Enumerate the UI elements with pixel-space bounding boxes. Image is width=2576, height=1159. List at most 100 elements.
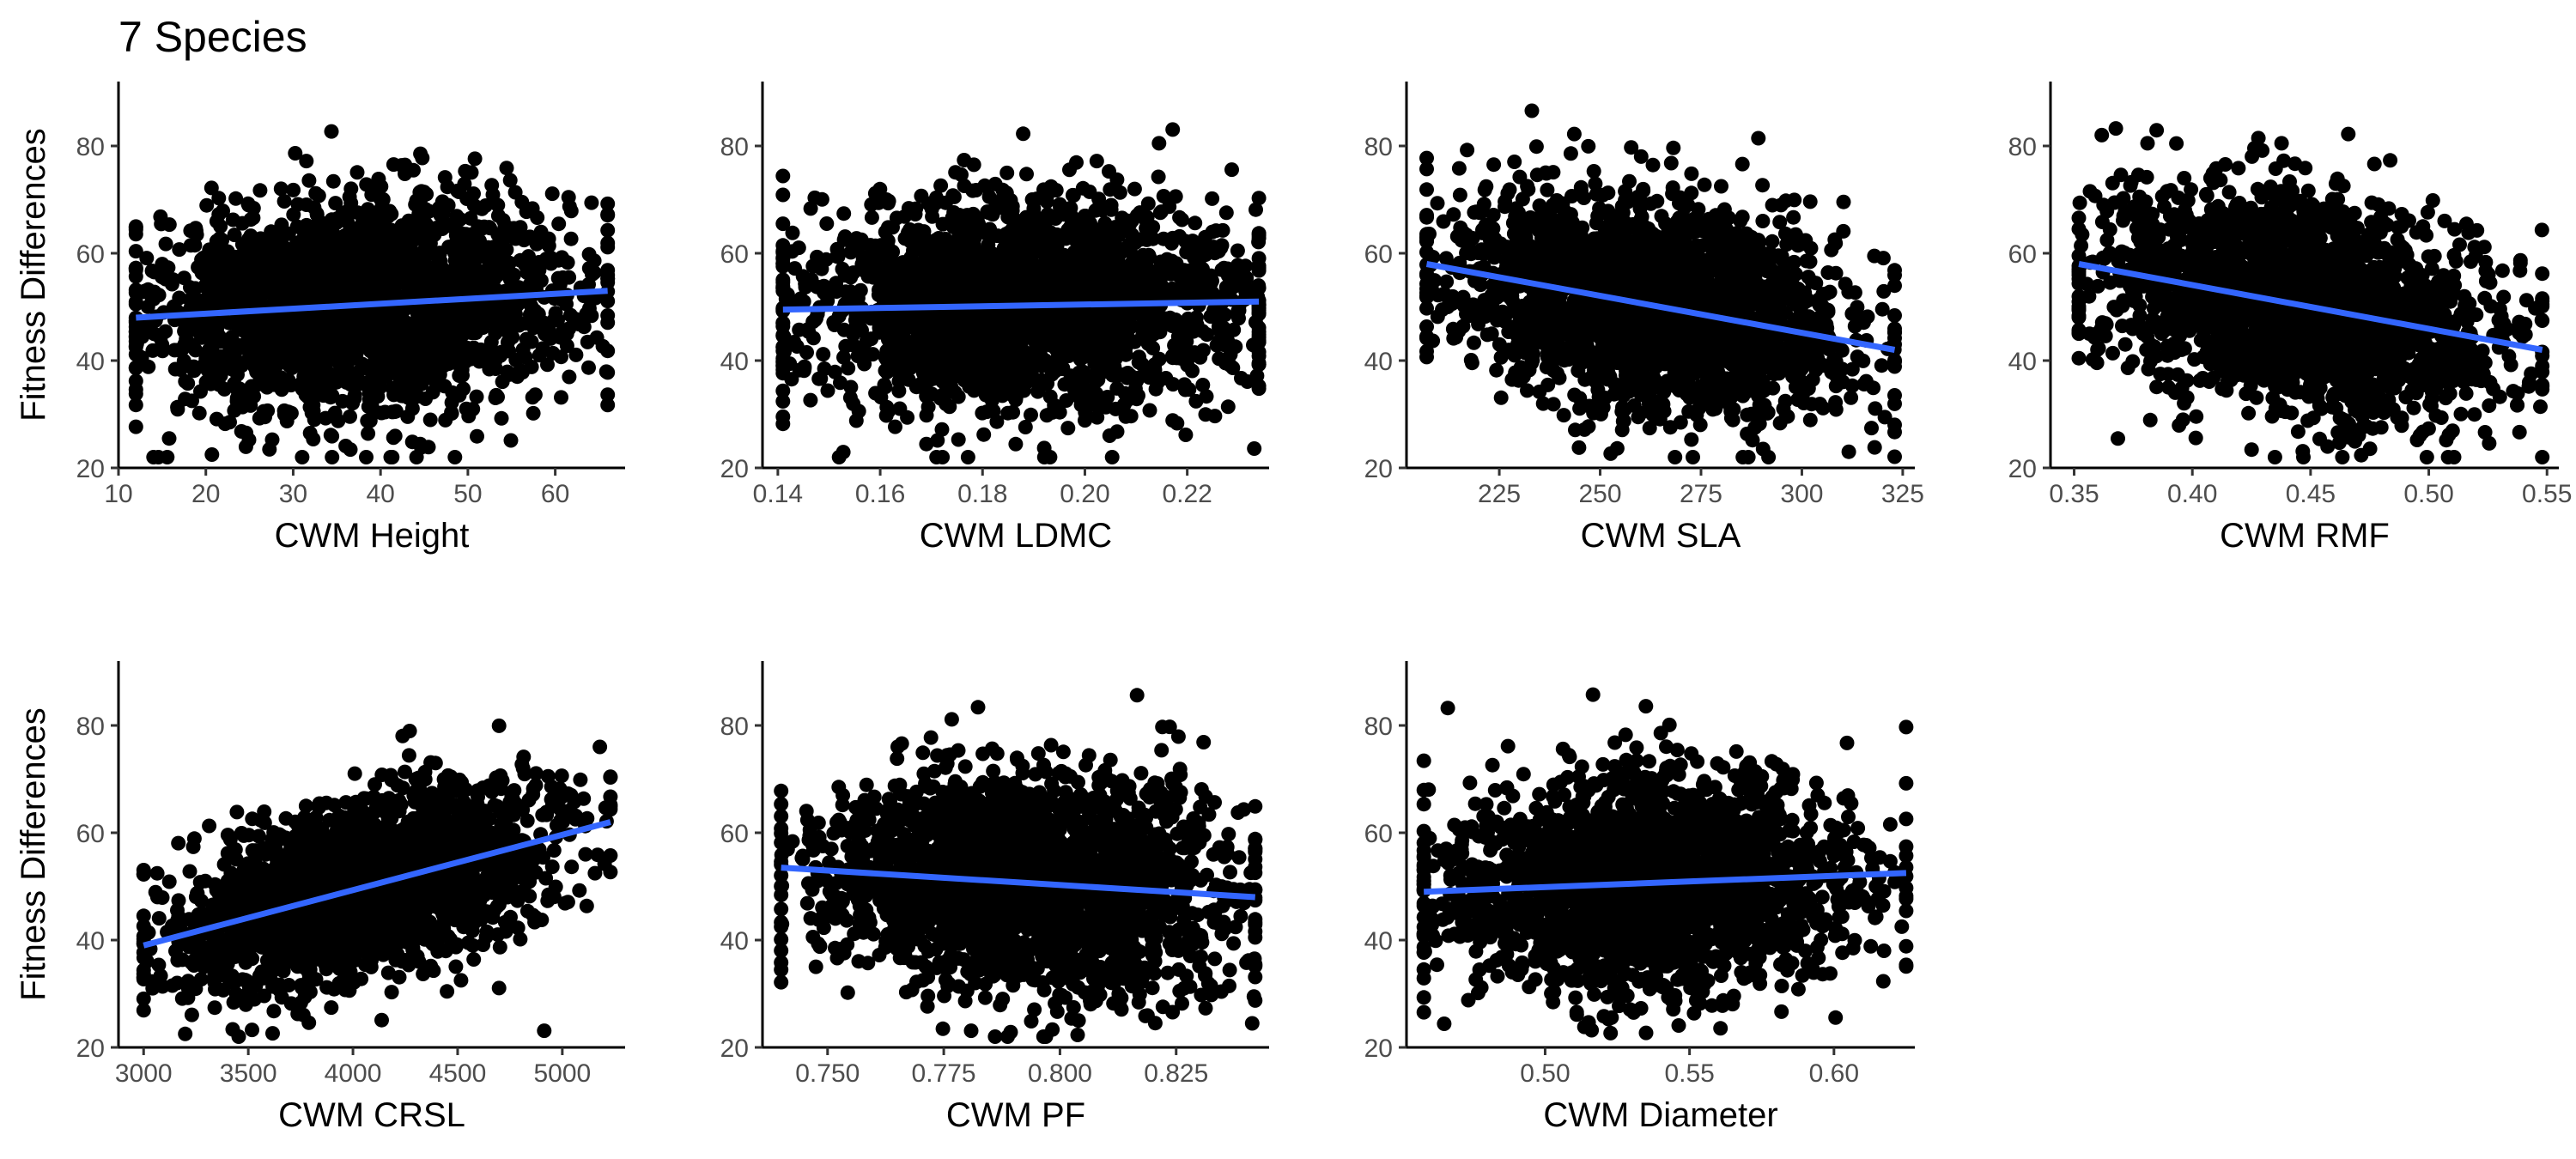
point xyxy=(453,212,468,227)
point xyxy=(977,178,993,193)
point xyxy=(553,330,568,345)
point xyxy=(1007,254,1023,270)
point xyxy=(329,330,344,345)
point xyxy=(277,280,293,295)
point xyxy=(410,308,426,324)
point xyxy=(128,319,143,335)
point xyxy=(598,364,614,379)
point xyxy=(816,347,831,362)
point xyxy=(211,329,227,344)
point xyxy=(531,306,546,322)
point xyxy=(282,242,296,258)
point xyxy=(202,364,217,379)
point xyxy=(324,124,339,139)
point xyxy=(563,231,579,246)
point xyxy=(878,192,894,207)
point xyxy=(325,173,341,189)
point xyxy=(1168,313,1183,327)
point xyxy=(372,371,387,386)
point xyxy=(1038,184,1053,199)
point xyxy=(1184,317,1200,332)
point xyxy=(404,434,420,450)
point xyxy=(1205,191,1220,206)
point xyxy=(449,341,465,356)
point xyxy=(545,345,561,361)
point xyxy=(366,323,381,338)
point xyxy=(422,412,438,428)
point xyxy=(161,217,177,233)
point xyxy=(1151,169,1166,185)
point xyxy=(600,387,616,403)
point xyxy=(1170,329,1186,344)
point xyxy=(507,267,521,282)
point xyxy=(413,146,428,161)
y-tick-label: 40 xyxy=(720,348,749,376)
point xyxy=(1077,322,1092,337)
point xyxy=(1108,279,1123,294)
point xyxy=(343,269,358,284)
point xyxy=(1251,334,1267,349)
x-tick-label: 30 xyxy=(279,480,307,508)
point xyxy=(898,291,914,306)
point xyxy=(387,260,403,276)
point xyxy=(522,259,538,275)
point xyxy=(866,270,881,285)
point xyxy=(361,391,377,407)
point xyxy=(325,428,340,444)
point xyxy=(461,252,477,268)
point xyxy=(466,340,482,355)
point xyxy=(199,197,215,213)
point xyxy=(144,264,160,278)
point xyxy=(600,263,616,278)
point xyxy=(1042,450,1058,464)
point xyxy=(1214,238,1230,253)
point xyxy=(428,339,444,355)
point xyxy=(891,383,907,398)
point xyxy=(600,315,616,331)
point xyxy=(775,416,791,432)
point xyxy=(410,389,425,404)
point xyxy=(1044,243,1060,258)
point xyxy=(264,432,280,447)
point xyxy=(214,349,229,364)
point xyxy=(299,373,314,387)
point xyxy=(791,240,806,256)
point xyxy=(1203,309,1218,325)
point xyxy=(1212,351,1227,367)
point xyxy=(775,343,791,359)
point xyxy=(775,258,791,274)
point xyxy=(981,237,996,252)
point xyxy=(332,240,347,255)
point xyxy=(1078,413,1092,428)
point xyxy=(544,186,560,202)
point xyxy=(775,279,791,294)
point xyxy=(1013,357,1029,373)
point xyxy=(300,263,315,278)
point xyxy=(1102,164,1116,179)
point xyxy=(338,439,354,453)
point xyxy=(1069,155,1084,170)
point xyxy=(1220,399,1236,415)
point xyxy=(406,344,421,360)
point xyxy=(364,187,380,203)
point xyxy=(1018,420,1033,434)
point xyxy=(273,181,289,197)
point xyxy=(1047,355,1062,371)
point xyxy=(433,255,448,270)
point xyxy=(1060,203,1076,218)
point xyxy=(1088,203,1103,218)
point xyxy=(938,195,953,210)
point xyxy=(386,157,401,173)
point xyxy=(355,356,370,372)
point xyxy=(836,206,852,221)
point xyxy=(1145,220,1161,234)
point xyxy=(829,277,843,293)
point xyxy=(1127,181,1142,197)
point xyxy=(600,240,616,255)
point xyxy=(255,262,270,277)
point xyxy=(421,440,436,455)
point xyxy=(307,234,323,249)
point xyxy=(461,409,477,424)
point xyxy=(427,283,441,299)
